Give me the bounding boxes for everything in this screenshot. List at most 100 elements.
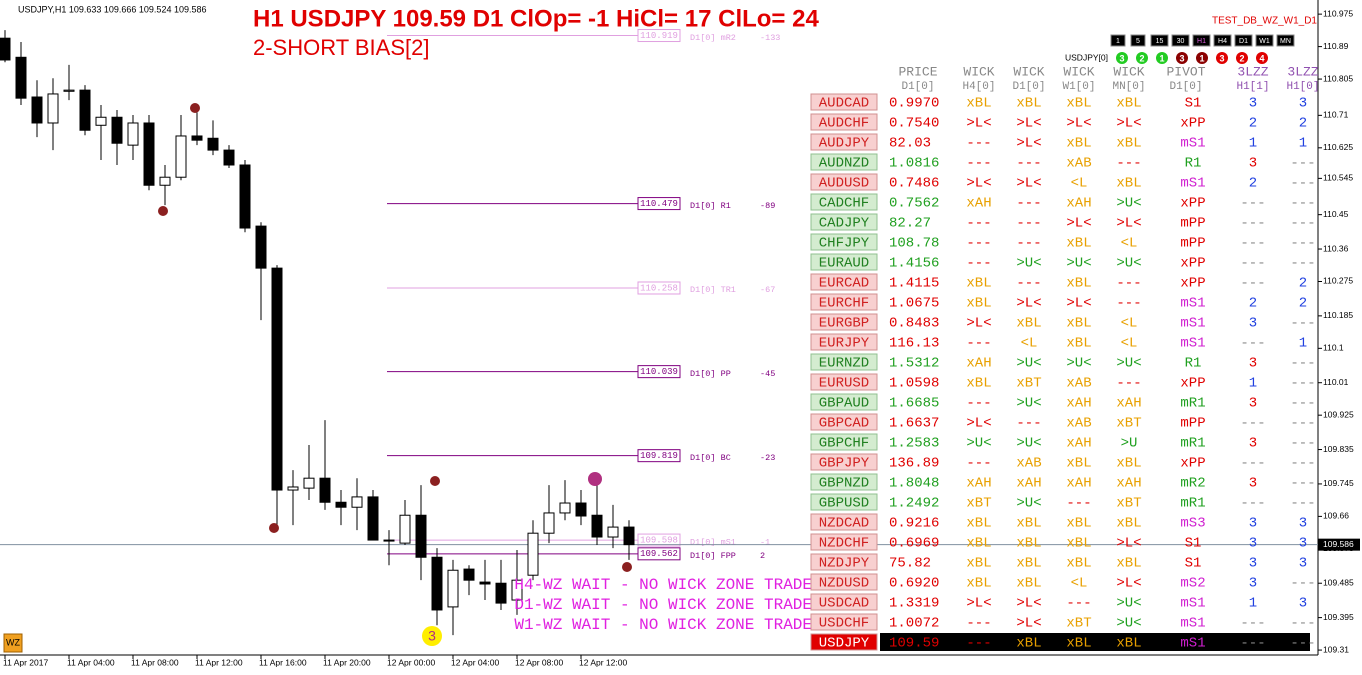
table-cell: --- <box>966 396 991 412</box>
timeframe-label[interactable]: D1 <box>1239 38 1248 45</box>
symbol[interactable]: AUDJPY <box>819 136 870 152</box>
timeframe-label[interactable]: 15 <box>1156 38 1164 45</box>
table-header: PRICE <box>898 64 937 79</box>
symbol-box[interactable] <box>810 93 878 111</box>
symbol-box[interactable] <box>810 533 878 551</box>
timeframe-label[interactable]: MN <box>1280 38 1291 45</box>
timeframe-label[interactable]: 30 <box>1177 38 1185 45</box>
symbol-box[interactable] <box>810 433 878 451</box>
timeframe-button[interactable] <box>1171 34 1190 47</box>
symbol-box[interactable] <box>810 113 878 131</box>
symbol-box[interactable] <box>810 413 878 431</box>
timeframe-button[interactable] <box>1234 34 1253 47</box>
symbol[interactable]: CADCHF <box>819 196 869 212</box>
symbol[interactable]: GBPAUD <box>819 396 869 412</box>
candle-body <box>47 93 59 124</box>
symbol-box[interactable] <box>810 573 878 591</box>
symbol-box[interactable] <box>810 273 878 291</box>
symbol[interactable]: GBPNZD <box>819 476 869 492</box>
symbol-box[interactable] <box>810 633 878 651</box>
symbol[interactable]: GBPCHF <box>819 436 869 452</box>
table-cell: 3 <box>1249 576 1257 592</box>
symbol[interactable]: EURGBP <box>819 316 869 332</box>
timeframe-button[interactable] <box>1110 34 1126 47</box>
table-cell: >L< <box>966 416 991 432</box>
symbol-box[interactable] <box>810 313 878 331</box>
symbol[interactable]: NZDJPY <box>819 556 870 572</box>
symbol[interactable]: EURUSD <box>819 376 869 392</box>
table-cell: <L <box>1071 576 1088 592</box>
symbol-box[interactable] <box>810 513 878 531</box>
timeframe-button[interactable] <box>1276 34 1295 47</box>
symbol[interactable]: CHFJPY <box>819 236 870 252</box>
symbol-box[interactable] <box>810 393 878 411</box>
symbol-box[interactable] <box>810 293 878 311</box>
symbol[interactable]: NZDUSD <box>819 576 869 592</box>
timeframe-label[interactable]: H1 <box>1197 38 1206 45</box>
symbol[interactable]: EURNZD <box>819 356 869 372</box>
timeframe-button[interactable] <box>1192 34 1211 47</box>
symbol-box[interactable] <box>810 193 878 211</box>
symbol-box[interactable] <box>810 133 878 151</box>
timeframe-label[interactable]: W1 <box>1259 38 1270 45</box>
symbol-box[interactable] <box>810 593 878 611</box>
timeframe-button[interactable] <box>1255 34 1274 47</box>
table-cell: 3 <box>1249 436 1257 452</box>
table-cell: 3 <box>1299 596 1307 612</box>
symbol-box[interactable] <box>810 553 878 571</box>
timeframe-button[interactable] <box>1130 34 1146 47</box>
timeframe-label[interactable]: H4 <box>1218 38 1227 45</box>
symbol[interactable]: AUDUSD <box>819 176 869 192</box>
signal-dot <box>1136 52 1148 64</box>
signal-value: 3 <box>1179 53 1184 63</box>
wz-button-label[interactable]: WZ <box>6 637 20 647</box>
signal-dot <box>1236 52 1248 64</box>
candle-body <box>63 89 75 92</box>
symbol-box[interactable] <box>810 373 878 391</box>
symbol[interactable]: AUDCAD <box>819 96 869 112</box>
symbol[interactable]: USDCAD <box>819 596 869 612</box>
symbol[interactable]: GBPUSD <box>819 496 869 512</box>
symbol[interactable]: GBPJPY <box>819 456 870 472</box>
timeframe-button[interactable] <box>1213 34 1232 47</box>
symbol-box[interactable] <box>810 213 878 231</box>
symbol-box[interactable] <box>810 473 878 491</box>
table-cell: xAH <box>966 356 991 372</box>
symbol[interactable]: USDCHF <box>819 616 869 632</box>
symbol-box[interactable] <box>810 453 878 471</box>
symbol[interactable]: AUDNZD <box>819 156 869 172</box>
symbol-box[interactable] <box>810 353 878 371</box>
symbol[interactable]: AUDCHF <box>819 116 869 132</box>
symbol[interactable]: EURCAD <box>819 276 869 292</box>
table-cell: xPP <box>1180 456 1205 472</box>
table-cell: mS1 <box>1180 636 1205 652</box>
timeframe-label[interactable]: 1 <box>1116 38 1120 45</box>
symbol-box[interactable] <box>810 253 878 271</box>
symbol[interactable]: USDJPY <box>819 636 870 652</box>
symbol[interactable]: NZDCAD <box>819 516 869 532</box>
table-cell: xAH <box>1066 436 1091 452</box>
symbol-box[interactable] <box>810 333 878 351</box>
candle-body <box>15 56 27 99</box>
wz-button[interactable] <box>3 633 23 653</box>
symbol[interactable]: GBPCAD <box>819 416 869 432</box>
symbol-box[interactable] <box>810 233 878 251</box>
symbol-box[interactable] <box>810 173 878 191</box>
symbol[interactable]: EURJPY <box>819 336 870 352</box>
symbol[interactable]: EURCHF <box>819 296 869 312</box>
symbol[interactable]: NZDCHF <box>819 536 869 552</box>
symbol[interactable]: EURAUD <box>819 256 869 272</box>
table-cell: 116.13 <box>889 336 939 352</box>
symbol-box[interactable] <box>810 153 878 171</box>
y-tick-label: 109.485 <box>1323 577 1354 587</box>
table-header: 3LZZ <box>1287 64 1318 79</box>
timeframe-label[interactable]: 5 <box>1136 38 1140 45</box>
symbol-box[interactable] <box>810 613 878 631</box>
symbol-box[interactable] <box>810 493 878 511</box>
x-tick-label: 12 Apr 12:00 <box>579 657 627 667</box>
symbol[interactable]: CADJPY <box>819 216 870 232</box>
level-name: D1[0] TR1 <box>690 285 736 295</box>
table-cell: xBT <box>1116 416 1141 432</box>
timeframe-button[interactable] <box>1150 34 1169 47</box>
table-cell: 75.82 <box>889 556 931 572</box>
